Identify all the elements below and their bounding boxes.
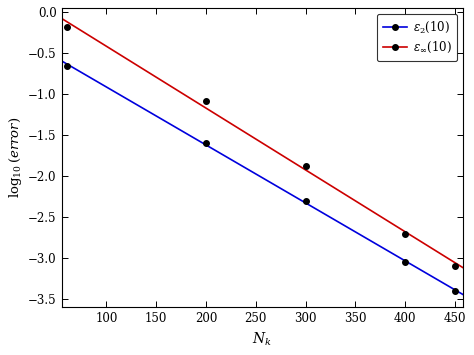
Legend: $\epsilon_2(10)$, $\epsilon_\infty(10)$: $\epsilon_2(10)$, $\epsilon_\infty(10)$ [377,14,457,61]
Y-axis label: $\log_{10}(error)$: $\log_{10}(error)$ [7,117,24,198]
X-axis label: $N_k$: $N_k$ [253,331,272,348]
